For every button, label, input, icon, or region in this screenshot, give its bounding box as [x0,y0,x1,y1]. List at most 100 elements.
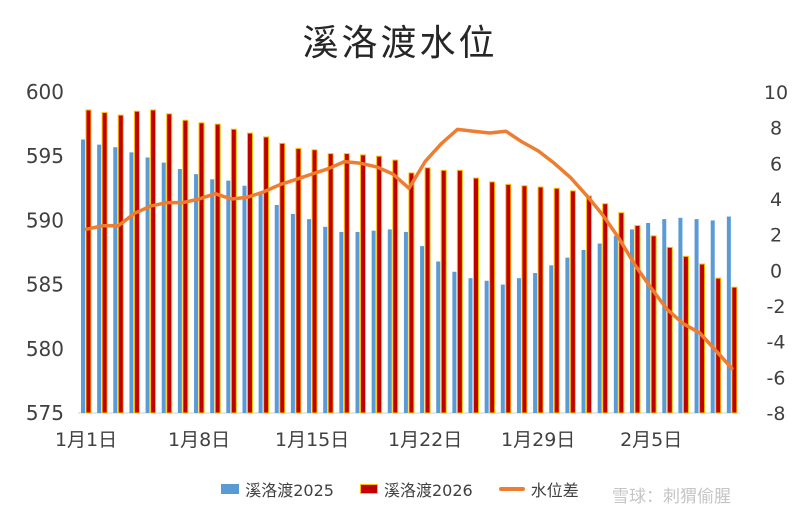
legend-label-diff: 水位差 [530,481,579,500]
bar-2025 [581,249,586,413]
bar-2025 [226,180,231,413]
bar-2026 [101,112,108,414]
bar-2026 [279,142,286,414]
bar-2025 [452,271,457,413]
bar-2026 [198,122,205,414]
bar-2025 [549,265,554,413]
bar-2026 [650,235,657,414]
bar-2026 [246,132,253,414]
legend-item-diff: 水位差 [498,477,579,501]
x-tick-label: 1月1日 [55,429,117,451]
legend-label-2025: 溪洛渡2025 [245,481,334,500]
y-right-tick-label: 2 [770,225,782,247]
bar-2025 [258,193,263,413]
bar-2025 [516,278,521,413]
y-right-tick-label: 8 [770,118,782,140]
bar-2026 [521,185,528,414]
bar-2026 [424,167,431,414]
bar-2026 [263,136,270,414]
bar-2025 [355,231,360,413]
bar-2026 [376,155,383,414]
bar-2026 [117,114,124,414]
bar-2025 [371,230,376,413]
bar-2025 [274,204,279,413]
bar-2025 [210,179,215,413]
bar-2026 [505,183,512,414]
bar-2025 [403,231,408,413]
bar-2025 [194,174,199,413]
bar-2026 [295,147,302,414]
bar-2025 [339,231,344,413]
legend-swatch-2025 [221,484,240,494]
legend-swatch-diff [498,487,525,491]
bar-2026 [618,212,625,414]
bar-2026 [666,246,673,414]
bar-2025 [420,246,425,413]
y-left-tick-label: 595 [26,144,64,168]
bar-2026 [359,154,366,414]
bar-2025 [242,185,247,413]
bar-2026 [682,255,689,414]
x-tick-label: 1月15日 [275,429,349,451]
bar-2025 [113,147,118,413]
bar-2026 [715,277,722,414]
bar-2026 [327,153,334,414]
bar-2026 [731,286,738,414]
bar-2025 [694,219,699,413]
bar-2025 [468,278,473,413]
bar-2025 [484,280,489,413]
chart-title: 溪洛渡水位 [302,23,498,64]
bar-2026 [489,181,496,414]
bar-2025 [307,219,312,413]
bar-2025 [81,139,85,413]
bar-2026 [230,128,237,414]
legend-swatch-2026 [359,484,378,494]
bar-2026 [553,187,560,414]
y-right-tick-label: 4 [770,189,782,211]
bar-2025 [500,284,505,413]
y-left-tick-label: 575 [26,401,64,425]
x-tick-label: 1月22日 [388,429,462,451]
bar-2025 [662,219,667,413]
bar-2025 [290,213,295,413]
bar-2025 [726,216,731,413]
y-right-tick-label: 6 [770,153,782,175]
bar-2025 [597,243,602,413]
bar-2026 [456,169,463,414]
bar-2026 [392,159,399,414]
legend-label-2026: 溪洛渡2026 [383,481,473,500]
y-left-tick-label: 580 [26,337,64,361]
x-tick-label: 2月5日 [620,429,682,451]
bar-2026 [473,177,480,414]
y-right-tick-label: -6 [767,367,786,389]
x-tick-label: 1月8日 [168,429,230,451]
bar-2025 [646,222,651,413]
bar-2025 [678,217,683,413]
bar-2025 [177,169,182,413]
bar-2025 [129,152,134,413]
y-left-tick-label: 600 [26,80,64,104]
bar-2026 [537,186,544,414]
line-series-diff [84,127,734,371]
y-left-tick-label: 590 [26,208,64,232]
y-right-tick-label: 0 [770,260,782,282]
bar-2025 [710,220,715,413]
bar-2026 [440,169,447,414]
bar-2025 [97,144,102,414]
watermark-text: 雪球：刺猬偷腥 [612,487,731,507]
bar-2026 [602,203,609,414]
y-right-tick-label: 10 [764,82,788,104]
x-tick-label: 1月29日 [501,429,575,451]
bar-2025 [533,273,538,413]
bar-2026 [85,109,92,414]
bar-2026 [150,109,157,414]
bar-2025 [161,162,166,413]
y-right-tick-label: -8 [767,403,786,425]
bar-2025 [613,235,618,413]
bar-2025 [565,257,570,413]
bar-2026 [343,153,350,414]
bar-2026 [166,113,173,414]
legend-item-2025: 溪洛渡2025 [221,477,334,501]
chart-legend: 溪洛渡2025 溪洛渡2026 水位差 [0,477,800,501]
